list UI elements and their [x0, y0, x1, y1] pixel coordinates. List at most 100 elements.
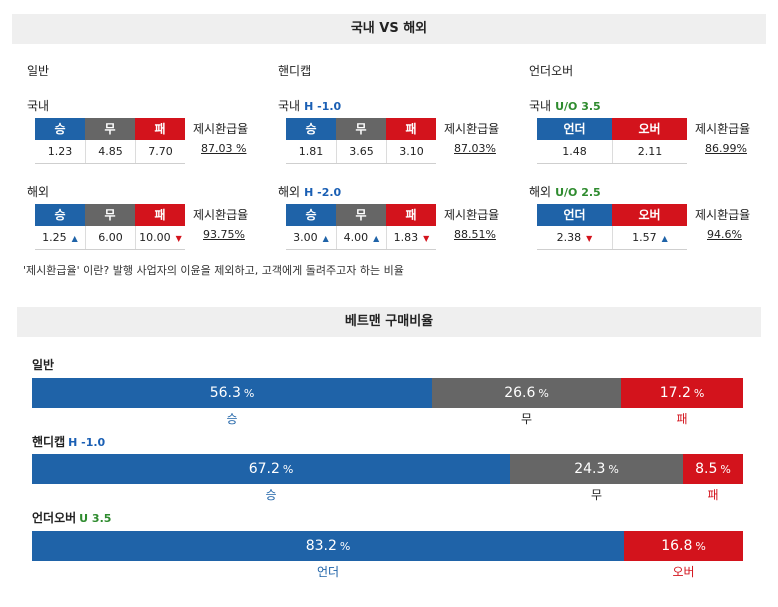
handicap-overseas-block: 해외 H -2.0 승 무 패 3.00 ▲ 4.00 ▲ 1.83 ▼ 제시환급율 8… — [278, 182, 518, 250]
domestic-label: 국내 — [529, 99, 552, 113]
ratio-segment: 67.2% — [32, 454, 510, 484]
odds-value: 2.11 — [612, 140, 687, 163]
ratio-segment-label: 언더 — [316, 565, 340, 579]
odds-value-cell: 10.00 ▼ — [135, 226, 185, 249]
rate-label: 제시환급율 — [193, 122, 249, 136]
odds-value: 1.48 — [562, 145, 587, 158]
lose-header: 패 — [386, 204, 436, 226]
odds-value: 1.25 — [42, 231, 67, 244]
bar-title-handicap: 핸디캡 H -1.0 — [32, 433, 105, 450]
triangle-up-icon: ▲ — [322, 234, 329, 243]
handicap-domestic-label: 국내 H -1.0 — [278, 96, 518, 116]
rate-label: 제시환급율 — [695, 122, 751, 136]
handicap-domestic-block: 국내 H -1.0 승 무 패 1.81 3.65 3.10 제시환급율 87.0… — [278, 96, 518, 164]
overunder-overseas-label: 해외 U/O 2.5 — [529, 182, 769, 202]
odds-value: 4.00 — [343, 231, 369, 244]
overseas-label: 해외 — [278, 185, 301, 199]
odds-value: 3.10 — [386, 140, 436, 163]
odds-value-cell: 1.57 ▲ — [612, 226, 687, 249]
ratio-value: 16.8 — [661, 538, 693, 554]
general-ratio-bar: 56.3% 26.6% 17.2% — [32, 378, 743, 408]
handicap-overseas-label: 해외 H -2.0 — [278, 182, 518, 202]
ratio-unit: % — [339, 540, 351, 553]
handicap-domestic-odds: 승 무 패 1.81 3.65 3.10 — [286, 118, 436, 164]
ratio-value: 17.2 — [659, 385, 691, 401]
win-header: 승 — [286, 204, 336, 226]
rate-value: 88.51% — [454, 228, 496, 241]
general-column: 일반 국내 승 무 패 1.23 4.85 7.70 제시환급율 87.03 %… — [27, 62, 267, 250]
odds-value: 1.23 — [47, 145, 73, 158]
rate-label: 제시환급율 — [193, 208, 249, 222]
odds-value: 7.70 — [135, 140, 185, 163]
triangle-up-icon: ▲ — [661, 234, 668, 243]
ratio-unit: % — [243, 387, 255, 400]
odds-value: 3.00 — [293, 231, 318, 244]
overunder-domestic-odds: 언더 오버 1.48 2.11 — [537, 118, 687, 164]
ratio-segment: 17.2% — [621, 378, 743, 408]
lose-header: 패 — [386, 118, 436, 140]
domestic-label: 국내 — [278, 99, 301, 113]
overunder-line: U/O 3.5 — [555, 100, 601, 113]
handicap-ratio-bar: 67.2% 24.3% 8.5% — [32, 454, 743, 484]
general-domestic-label: 국내 — [27, 96, 267, 116]
overunder-domestic-label: 국내 U/O 3.5 — [529, 96, 769, 116]
odds-value-cell: 2.38 ▼ — [537, 226, 612, 249]
odds-value: 1.81 — [298, 145, 324, 158]
lose-header: 패 — [135, 118, 185, 140]
ratio-segment-label: 승 — [226, 412, 238, 426]
draw-header: 무 — [336, 204, 386, 226]
general-overseas-odds: 승 무 패 1.25 ▲ 6.00 10.00 ▼ — [35, 204, 185, 250]
odds-value: 2.38 — [556, 231, 582, 244]
ratio-segment: 8.5% — [683, 454, 743, 484]
ratio-segment: 24.3% — [510, 454, 683, 484]
overunder-domestic-block: 국내 U/O 3.5 언더 오버 1.48 2.11 제시환급율 86.99% — [529, 96, 769, 164]
draw-header: 무 — [336, 118, 386, 140]
overunder-line: U/O 2.5 — [555, 186, 601, 199]
odds-value: 4.85 — [85, 140, 135, 163]
odds-value: 6.00 — [98, 231, 123, 244]
overunder-column: 언더오버 국내 U/O 3.5 언더 오버 1.48 2.11 제시환급율 86.… — [529, 62, 769, 250]
ratio-segment-label: 무 — [590, 488, 603, 502]
triangle-up-icon: ▲ — [71, 234, 78, 243]
odds-value-cell: 1.83 ▼ — [386, 226, 436, 249]
domestic-label: 국내 — [27, 99, 50, 113]
ratio-value: 24.3 — [574, 461, 606, 477]
win-header: 승 — [286, 118, 336, 140]
over-header: 오버 — [612, 118, 687, 140]
bar-title-text: 언더오버 — [32, 511, 77, 525]
bar-title-line: H -1.0 — [68, 436, 106, 449]
ratio-unit: % — [720, 463, 731, 476]
odds-value: 10.00 — [139, 231, 171, 244]
general-overseas-label: 해외 — [27, 182, 267, 202]
odds-value-cell: 1.25 ▲ — [35, 226, 85, 249]
overseas-label: 해외 — [529, 185, 552, 199]
section-header-betman-ratio: 베트맨 구매비율 — [17, 307, 761, 337]
win-header: 승 — [35, 204, 85, 226]
rate-value: 94.6% — [707, 228, 742, 241]
overunder-title: 언더오버 — [529, 64, 574, 78]
overunder-ratio-bar: 83.2% 16.8% — [32, 531, 743, 561]
handicap-overseas-odds: 승 무 패 3.00 ▲ 4.00 ▲ 1.83 ▼ — [286, 204, 436, 250]
overseas-label: 해외 — [27, 185, 50, 199]
triangle-down-icon: ▼ — [175, 234, 182, 243]
lose-header: 패 — [135, 204, 185, 226]
odds-value: 1.57 — [632, 231, 657, 244]
ratio-segment-label: 무 — [520, 412, 533, 426]
ratio-segment-label: 승 — [265, 488, 277, 502]
section-header-domestic-vs-overseas: 국내 VS 해외 — [12, 14, 766, 44]
ratio-value: 67.2 — [248, 461, 280, 477]
ratio-value: 56.3 — [209, 385, 241, 401]
handicap-line: H -2.0 — [304, 186, 342, 199]
ratio-segment: 26.6% — [432, 378, 621, 408]
ratio-unit: % — [282, 463, 294, 476]
draw-header: 무 — [85, 118, 135, 140]
triangle-up-icon: ▲ — [373, 234, 380, 243]
triangle-down-icon: ▼ — [423, 234, 430, 243]
odds-value-cell: 6.00 — [85, 226, 135, 249]
ratio-value: 83.2 — [305, 538, 337, 554]
ratio-segment-label: 패 — [676, 412, 688, 426]
triangle-down-icon: ▼ — [586, 234, 593, 243]
ratio-value: 26.6 — [504, 385, 536, 401]
ratio-segment: 16.8% — [624, 531, 743, 561]
bar-title-line: U 3.5 — [79, 512, 112, 525]
